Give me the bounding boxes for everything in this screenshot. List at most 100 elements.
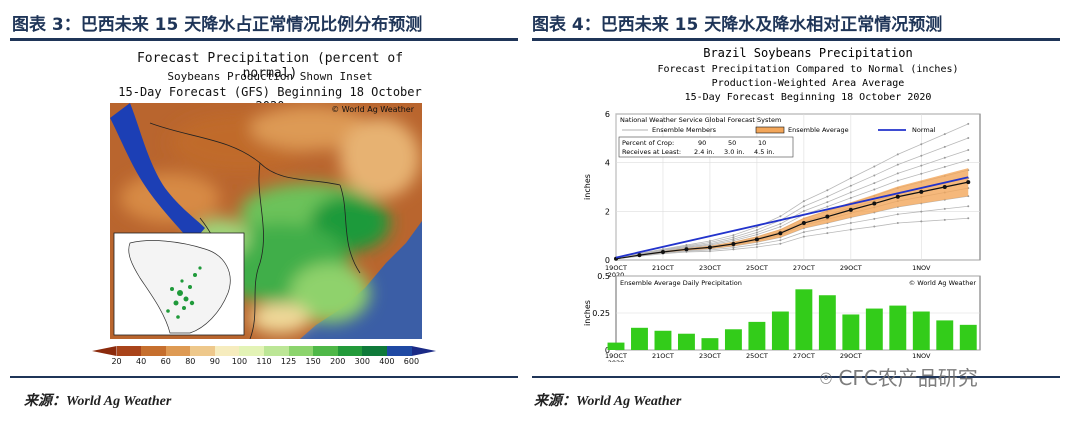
model-name: National Weather Service Global Forecast…	[620, 116, 781, 124]
colorbar-label: 125	[280, 357, 297, 366]
ensemble-average-point	[872, 201, 877, 206]
map-subtitle: Soybeans Production Shown Inset	[167, 70, 373, 83]
ensemble-member-point	[943, 133, 946, 136]
ensemble-member-point	[826, 226, 829, 229]
colorbar-labels: 20 40 60 80 90 100 110 125 150 200 300 400 600	[92, 357, 436, 369]
crop-table-percent: 50	[728, 139, 736, 147]
ensemble-member-point	[896, 179, 899, 182]
colorbar-label: 80	[185, 357, 196, 366]
ensemble-member-point	[802, 235, 805, 238]
ensemble-member-point	[779, 239, 782, 242]
ensemble-member-point	[943, 156, 946, 159]
legend-swatch-average	[755, 126, 785, 134]
ensemble-average-point	[942, 185, 947, 189]
daily-bar	[818, 295, 836, 350]
colorbar-swatch	[239, 346, 265, 356]
panel-credit: © World Ag Weather	[909, 279, 977, 287]
ensemble-member-point	[849, 184, 852, 187]
ensemble-member-point	[896, 153, 899, 156]
colorbar-swatch	[411, 346, 437, 356]
colorbar-swatch	[116, 346, 142, 356]
ensemble-member-point	[802, 205, 805, 208]
watermark: ⌾ CFC农产品研究	[820, 362, 978, 391]
ensemble-average-point	[684, 247, 689, 252]
ensemble-member-point	[802, 209, 805, 212]
x-tick-label: 27OCT	[793, 264, 815, 272]
y-tick-label: 0.25	[592, 309, 610, 318]
x-tick-label: 1NOV	[912, 264, 931, 272]
ensemble-member-point	[732, 236, 735, 239]
figure-3-title: 图表 3：巴西未来 15 天降水占正常情况比例分布预测	[12, 15, 423, 35]
crop-table-percent: 10	[758, 139, 766, 147]
ensemble-member-point	[755, 233, 758, 236]
daily-bar	[724, 329, 742, 350]
figure-3-source: 来源：World Ag Weather	[24, 394, 172, 409]
y-tick-label: 2	[605, 207, 610, 216]
ensemble-average-point	[754, 237, 759, 242]
daily-bar	[865, 308, 883, 350]
bottom-rule	[10, 376, 518, 378]
ensemble-member-point	[779, 242, 782, 245]
soybean-production-inset	[113, 232, 245, 336]
daily-bar	[912, 311, 930, 350]
ensemble-member-point	[826, 195, 829, 198]
ensemble-member-point	[849, 196, 852, 199]
daily-bar	[654, 330, 672, 350]
normal-line	[615, 176, 969, 259]
daily-bar	[959, 324, 977, 350]
ensemble-average-point	[966, 180, 971, 185]
y-tick-label: 4	[605, 159, 610, 168]
x-tick-label: 29OCT	[840, 264, 862, 272]
legend-label-average: Ensemble Average	[788, 126, 849, 134]
panel-title: Ensemble Average Daily Precipitation	[620, 279, 742, 287]
title-rule	[532, 38, 1060, 41]
colorbar-swatch	[288, 346, 314, 356]
colorbar-label: 400	[379, 357, 395, 366]
colorbar-label: 40	[136, 357, 147, 366]
daily-bar	[842, 314, 860, 350]
ensemble-average-line	[615, 181, 969, 260]
daily-bar	[748, 321, 766, 350]
ensemble-member-point	[873, 165, 876, 168]
map-credit: © World Ag Weather	[331, 105, 415, 114]
ensemble-average-point	[848, 207, 853, 212]
colorbar-swatch	[165, 346, 191, 356]
colorbar-label: 600	[403, 357, 420, 366]
ensemble-average-point	[801, 221, 806, 226]
ensemble-member-point	[873, 188, 876, 191]
y-axis-label: inches	[583, 174, 592, 200]
x-tick-label: 19OCT	[605, 264, 627, 272]
colorbar-swatch	[386, 346, 412, 356]
ensemble-member-point	[849, 228, 852, 231]
legend-label-members: Ensemble Members	[652, 126, 717, 134]
x-tick-label: 25OCT	[746, 264, 768, 272]
precip-chart: Brazil Soybeans Precipitation Forecast P…	[583, 46, 981, 362]
wechat-icon: ⌾	[820, 366, 839, 390]
ensemble-member-point	[849, 191, 852, 194]
precip-percent-map: © World Ag Weather	[110, 103, 422, 339]
ensemble-member-point	[896, 213, 899, 216]
x-tick-label: 25OCT	[746, 352, 768, 360]
colorbar-label: 110	[256, 357, 272, 366]
ensemble-member-point	[732, 248, 735, 251]
daily-bar	[701, 338, 719, 350]
ensemble-member-point	[755, 243, 758, 246]
ensemble-member-point	[967, 217, 970, 220]
ensemble-member-point	[873, 182, 876, 185]
daily-bar	[631, 327, 648, 350]
ensemble-member-point	[920, 220, 923, 223]
ensemble-member-point	[967, 205, 970, 208]
watermark-text: CFC农产品研究	[838, 366, 978, 390]
figure-4-title: 图表 4：巴西未来 15 天降水及降水相对正常情况预测	[532, 15, 943, 35]
ensemble-member-line	[615, 123, 969, 260]
ensemble-member-point	[732, 234, 735, 237]
bottom-rule	[532, 376, 1060, 378]
colorbar-swatch	[190, 346, 215, 356]
daily-bar	[677, 333, 695, 350]
x-tick-label: 27OCT	[793, 352, 815, 360]
x-tick-label: 19OCT	[605, 352, 627, 360]
legend-label-normal: Normal	[912, 126, 936, 134]
ensemble-average-point	[919, 189, 924, 194]
ensemble-member-point	[732, 239, 735, 242]
colorbar-swatch	[337, 346, 363, 356]
